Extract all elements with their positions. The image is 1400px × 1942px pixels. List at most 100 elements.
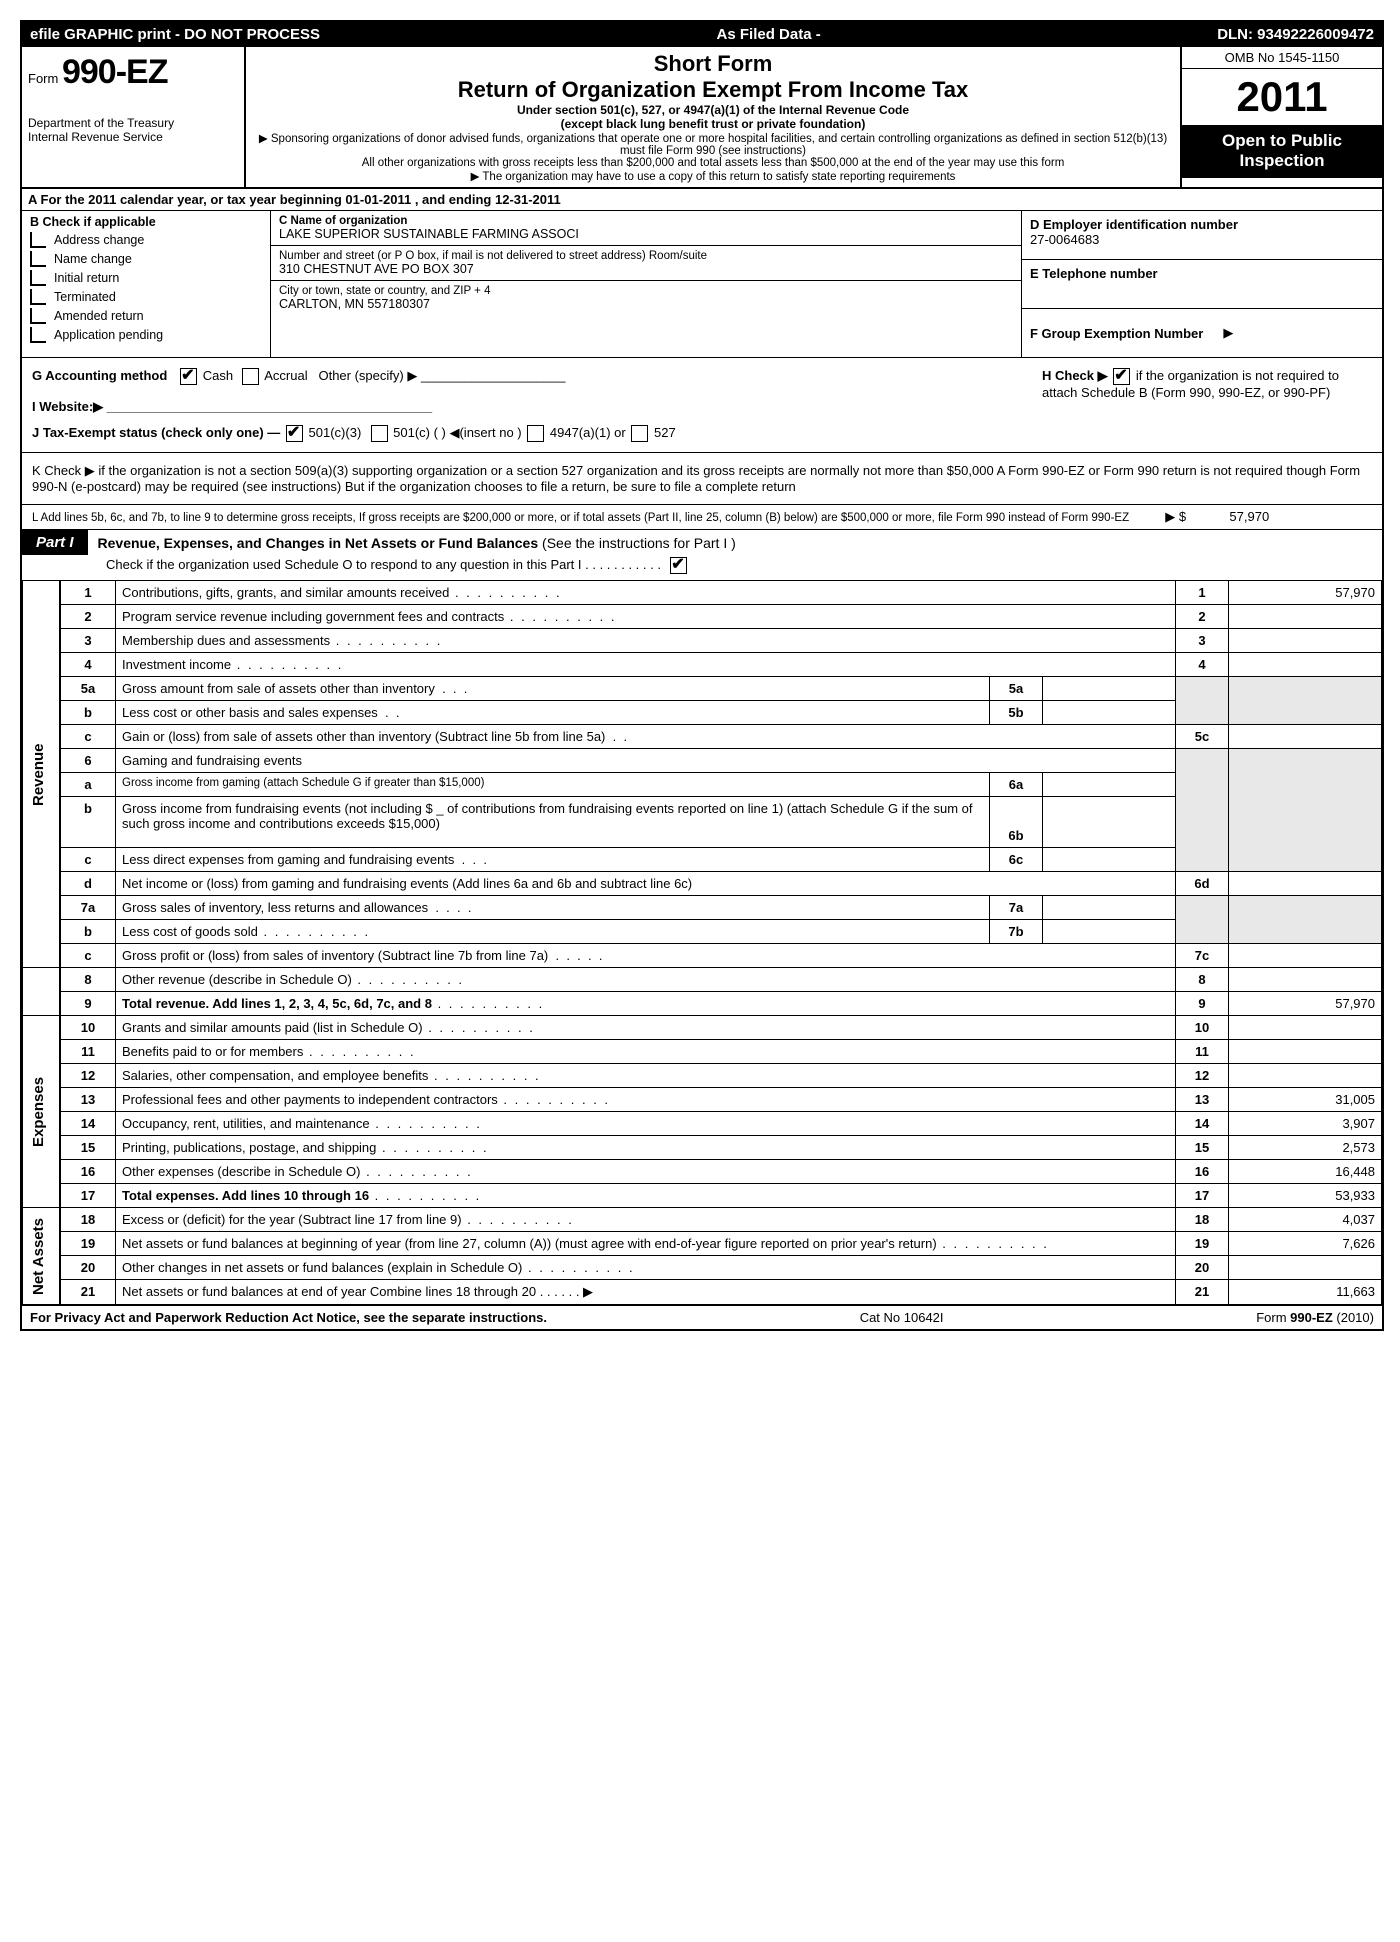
val-9: 57,970 xyxy=(1229,992,1382,1016)
subtitle-1: Under section 501(c), 527, or 4947(a)(1)… xyxy=(254,103,1172,117)
num-7c: 7c xyxy=(1176,944,1229,968)
num-13: 13 xyxy=(1176,1088,1229,1112)
b-title: B Check if applicable xyxy=(30,215,262,229)
desc-5b: Less cost or other basis and sales expen… xyxy=(122,705,378,720)
mini-v-7a xyxy=(1043,896,1176,920)
col-b: B Check if applicable Address change Nam… xyxy=(22,211,271,357)
note-2: All other organizations with gross recei… xyxy=(254,157,1172,169)
chk-app-pending[interactable]: Application pending xyxy=(30,327,262,343)
expenses-side-label: Expenses xyxy=(23,1016,61,1208)
part1-note: (See the instructions for Part I ) xyxy=(542,535,736,551)
val-14: 3,907 xyxy=(1229,1112,1382,1136)
chk-4947[interactable] xyxy=(527,425,544,442)
desc-7b: Less cost of goods sold xyxy=(122,924,258,939)
ln-1: 1 xyxy=(60,581,116,605)
desc-8: Other revenue (describe in Schedule O) xyxy=(122,972,352,987)
g-cash: Cash xyxy=(203,368,233,383)
ln-9: 9 xyxy=(60,992,116,1016)
val-6d xyxy=(1229,872,1382,896)
g-other: Other (specify) ▶ xyxy=(318,368,417,383)
desc-5a: Gross amount from sale of assets other t… xyxy=(122,681,435,696)
lines-table: Revenue 1 Contributions, gifts, grants, … xyxy=(22,580,1382,1305)
j-501c: 501(c) ( ) ◀(insert no ) xyxy=(393,425,521,440)
col-def: D Employer identification number 27-0064… xyxy=(1021,211,1382,357)
open-line2: Inspection xyxy=(1184,151,1380,171)
ln-10: 10 xyxy=(60,1016,116,1040)
num-9: 9 xyxy=(1176,992,1229,1016)
ln-5b: b xyxy=(60,701,116,725)
desc-5c: Gain or (loss) from sale of assets other… xyxy=(122,729,605,744)
desc-7c: Gross profit or (loss) from sales of inv… xyxy=(122,948,548,963)
chk-501c3[interactable] xyxy=(286,425,303,442)
ln-6a: a xyxy=(60,773,116,797)
footer-left: For Privacy Act and Paperwork Reduction … xyxy=(30,1310,547,1325)
footer: For Privacy Act and Paperwork Reduction … xyxy=(22,1305,1382,1329)
i-website: I Website:▶ xyxy=(32,399,103,414)
chk-h[interactable] xyxy=(1113,368,1130,385)
open-line1: Open to Public xyxy=(1184,131,1380,151)
chk-amended[interactable]: Amended return xyxy=(30,308,262,324)
l-amt: 57,970 xyxy=(1229,509,1269,524)
val-18: 4,037 xyxy=(1229,1208,1382,1232)
row-a: A For the 2011 calendar year, or tax yea… xyxy=(22,189,1382,211)
part1-label: Part I xyxy=(22,530,88,555)
chk-527[interactable] xyxy=(631,425,648,442)
chk-schedule-o[interactable] xyxy=(670,557,687,574)
desc-6: Gaming and fundraising events xyxy=(116,749,1176,773)
k-block: K Check ▶ if the organization is not a s… xyxy=(22,453,1382,505)
desc-4: Investment income xyxy=(122,657,231,672)
val-12 xyxy=(1229,1064,1382,1088)
form-prefix: Form xyxy=(28,71,58,86)
l-amt-lbl: ▶ $ xyxy=(1165,509,1186,524)
chk-terminated[interactable]: Terminated xyxy=(30,289,262,305)
ln-14: 14 xyxy=(60,1112,116,1136)
ln-7c: c xyxy=(60,944,116,968)
num-5c: 5c xyxy=(1176,725,1229,749)
f-arrow: ▶ xyxy=(1223,325,1233,341)
val-20 xyxy=(1229,1256,1382,1280)
open-public-badge: Open to Public Inspection xyxy=(1182,125,1382,178)
ln-18: 18 xyxy=(60,1208,116,1232)
shade-7 xyxy=(1176,896,1229,944)
ln-19: 19 xyxy=(60,1232,116,1256)
chk-address-change[interactable]: Address change xyxy=(30,232,262,248)
l-block: L Add lines 5b, 6c, and 7b, to line 9 to… xyxy=(22,505,1382,530)
mini-5b: 5b xyxy=(990,701,1043,725)
chk-cash[interactable] xyxy=(180,368,197,385)
d-lbl: D Employer identification number xyxy=(1030,217,1374,232)
footer-right: Form 990-EZ (2010) xyxy=(1256,1310,1374,1325)
header: Form 990-EZ Department of the Treasury I… xyxy=(22,47,1382,189)
header-right: OMB No 1545-1150 2011 Open to Public Ins… xyxy=(1180,47,1382,187)
shade-v-6 xyxy=(1229,749,1382,872)
mini-v-5a xyxy=(1043,677,1176,701)
ln-6: 6 xyxy=(60,749,116,773)
mini-7a: 7a xyxy=(990,896,1043,920)
chk-name-change[interactable]: Name change xyxy=(30,251,262,267)
j-501c3: 501(c)(3) xyxy=(309,425,362,440)
org-name: LAKE SUPERIOR SUSTAINABLE FARMING ASSOCI xyxy=(279,227,1013,241)
num-4: 4 xyxy=(1176,653,1229,677)
desc-6a: Gross income from gaming (attach Schedul… xyxy=(116,773,990,797)
c-city-lbl: City or town, state or country, and ZIP … xyxy=(279,285,1013,297)
mini-6a: 6a xyxy=(990,773,1043,797)
ln-3: 3 xyxy=(60,629,116,653)
shade-v-7 xyxy=(1229,896,1382,944)
desc-14: Occupancy, rent, utilities, and maintena… xyxy=(122,1116,370,1131)
rev-side-end xyxy=(23,992,61,1016)
part1-sub: Check if the organization used Schedule … xyxy=(22,555,1382,580)
ln-17: 17 xyxy=(60,1184,116,1208)
footer-mid: Cat No 10642I xyxy=(860,1310,944,1325)
g-label: G Accounting method xyxy=(32,368,167,383)
desc-6d: Net income or (loss) from gaming and fun… xyxy=(116,872,1176,896)
mini-v-6b xyxy=(1043,797,1176,848)
desc-6b: Gross income from fundraising events (no… xyxy=(116,797,990,848)
mini-5a: 5a xyxy=(990,677,1043,701)
chk-initial-return[interactable]: Initial return xyxy=(30,270,262,286)
val-3 xyxy=(1229,629,1382,653)
tax-year: 2011 xyxy=(1182,69,1382,125)
chk-accrual[interactable] xyxy=(242,368,259,385)
ln-20: 20 xyxy=(60,1256,116,1280)
chk-501c[interactable] xyxy=(371,425,388,442)
ln-2: 2 xyxy=(60,605,116,629)
desc-6c: Less direct expenses from gaming and fun… xyxy=(122,852,454,867)
